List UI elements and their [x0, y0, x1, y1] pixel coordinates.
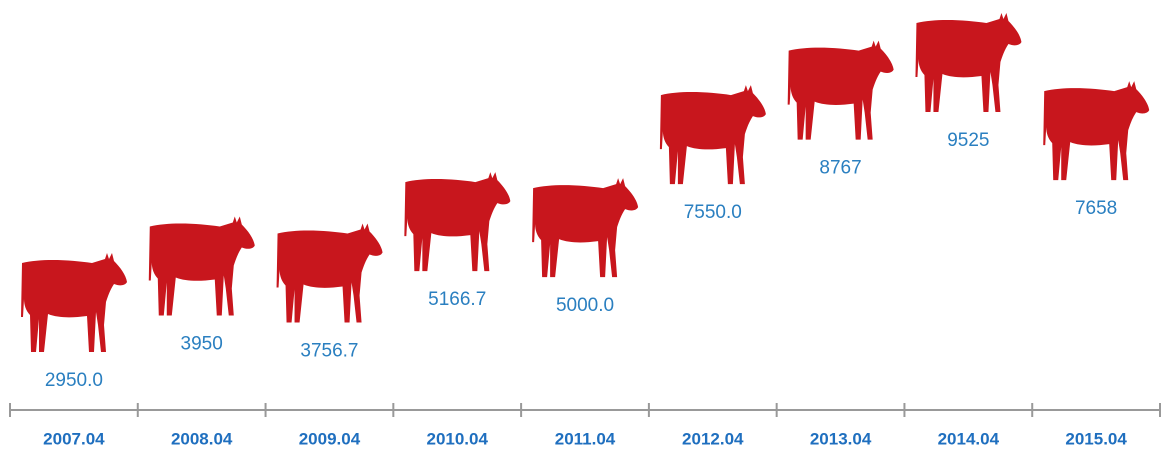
- value-label: 7658: [1075, 198, 1117, 219]
- cow-icon: [148, 216, 255, 316]
- cow-icon: [276, 223, 383, 323]
- value-label: 5000.0: [556, 295, 614, 316]
- value-label: 7550.0: [684, 202, 742, 223]
- x-tick-label: 2011.04: [555, 429, 616, 448]
- cow-icon: [532, 178, 639, 278]
- value-label: 5166.7: [428, 289, 486, 310]
- x-tick-label: 2009.04: [299, 429, 361, 448]
- cow-icon: [404, 172, 511, 272]
- cow-icon: [787, 40, 894, 140]
- value-label: 3950: [181, 334, 223, 355]
- x-tick-label: 2010.04: [426, 429, 488, 448]
- cow-icon: [659, 85, 766, 185]
- x-tick-label: 2007.04: [43, 429, 105, 448]
- cow-icon: [915, 13, 1022, 112]
- x-tick-label: 2015.04: [1065, 429, 1127, 448]
- x-tick-label: 2014.04: [938, 429, 1000, 448]
- value-label: 8767: [819, 158, 861, 179]
- x-tick-label: 2013.04: [810, 429, 872, 448]
- value-label: 9525: [947, 130, 989, 151]
- x-tick-label: 2012.04: [682, 429, 744, 448]
- cow-icon: [21, 253, 127, 352]
- x-tick-label: 2008.04: [171, 429, 233, 448]
- value-label: 2950.0: [45, 370, 103, 391]
- cow-icon: [1043, 81, 1150, 181]
- value-label: 3756.7: [300, 341, 358, 362]
